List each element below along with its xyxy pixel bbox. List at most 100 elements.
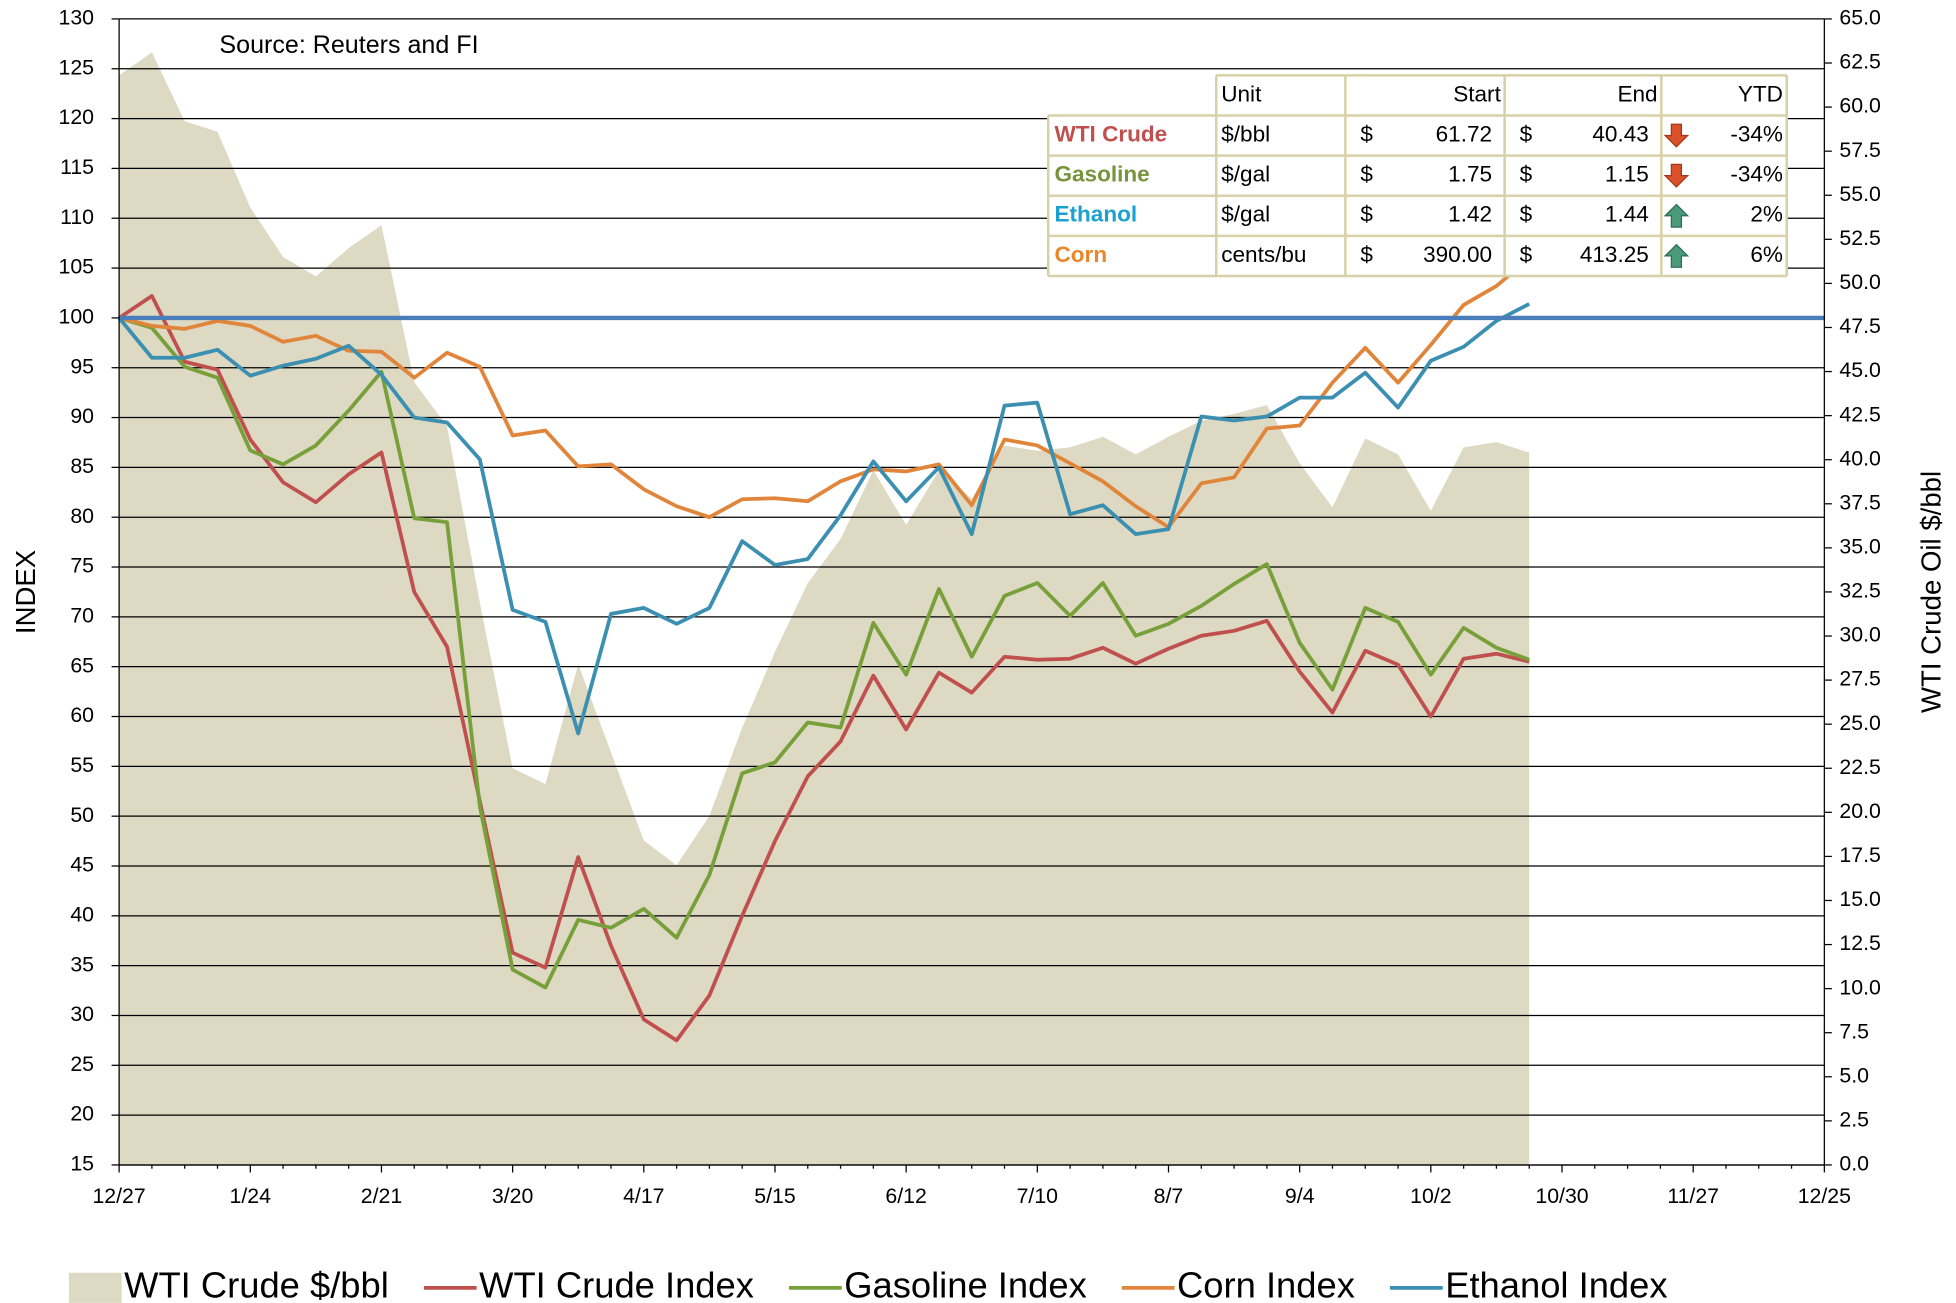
y2-tick-label: 35.0	[1839, 534, 1881, 558]
y-tick-label: 110	[60, 205, 94, 229]
y2-tick-label: 32.5	[1839, 579, 1880, 603]
y2-tick-label: 27.5	[1839, 667, 1880, 691]
table-header: Start	[1453, 81, 1501, 106]
area-layer	[119, 52, 1530, 1165]
row-currency: $	[1520, 202, 1533, 227]
arrow-down	[1663, 163, 1690, 188]
y-tick-label: 20	[70, 1102, 94, 1126]
line	[117, 302, 1531, 736]
x-tick-label: 12/27	[92, 1184, 145, 1208]
x-tick-label: 5/15	[754, 1184, 795, 1208]
table-header: YTD	[1738, 81, 1783, 106]
row-unit: $/bbl	[1221, 121, 1270, 146]
x-tick-label: 9/4	[1285, 1184, 1315, 1208]
y-axis-label: INDEX	[10, 550, 41, 634]
y2-tick-label: 7.5	[1839, 1019, 1869, 1043]
x-tick-label: 6/12	[885, 1184, 926, 1208]
y2-tick-label: 55.0	[1839, 182, 1881, 206]
y-tick-label: 25	[70, 1052, 94, 1076]
y-tick-label: 120	[58, 105, 94, 129]
y2-tick-label: 40.0	[1839, 446, 1881, 470]
y2-tick-label: 15.0	[1839, 887, 1881, 911]
y-tick-label: 35	[70, 952, 94, 976]
row-start: 390.00	[1423, 242, 1492, 267]
legend-swatch	[68, 1272, 122, 1303]
row-currency: $	[1520, 242, 1533, 267]
row-ytd: 6%	[1750, 242, 1783, 267]
row-start: 1.75	[1448, 162, 1492, 187]
y2-tick-label: 2.5	[1839, 1107, 1869, 1131]
y2-tick-label: 17.5	[1839, 843, 1880, 867]
y-tick-label: 30	[70, 1002, 94, 1026]
y2-tick-label: 30.0	[1839, 623, 1881, 647]
x-tick-label: 11/27	[1667, 1184, 1719, 1208]
y2-tick-label: 60.0	[1839, 94, 1881, 118]
table-header: End	[1617, 81, 1657, 106]
x-tick-label: 10/2	[1410, 1184, 1451, 1208]
row-ytd: -34%	[1730, 162, 1783, 187]
y-tick-label: 45	[70, 853, 94, 877]
x-tick-label: 3/20	[492, 1184, 534, 1208]
row-currency: $	[1360, 162, 1373, 187]
y2-tick-label: 57.5	[1839, 138, 1880, 162]
y2-tick-label: 37.5	[1839, 490, 1880, 514]
x-tick-label: 12/25	[1798, 1184, 1851, 1208]
y-tick-label: 65	[70, 653, 94, 677]
x-tick-label: 8/7	[1154, 1184, 1184, 1208]
arrow-down	[1663, 123, 1690, 148]
y2-tick-label: 10.0	[1839, 975, 1881, 999]
y2-tick-label: 20.0	[1839, 799, 1881, 823]
line	[118, 316, 1530, 990]
row-name: WTI Crude	[1054, 121, 1167, 146]
row-end: 40.43	[1592, 121, 1648, 146]
arrow-up	[1663, 203, 1690, 228]
y-tick-label: 125	[58, 55, 94, 79]
legend-label: Gasoline Index	[844, 1264, 1087, 1303]
table-bg	[1048, 75, 1787, 276]
y-tick-label: 90	[70, 404, 94, 428]
y2-tick-label: 65.0	[1839, 6, 1881, 30]
y-tick-label: 60	[70, 703, 94, 727]
arrow-up	[1663, 243, 1690, 268]
y-tick-label: 75	[70, 554, 94, 578]
annotation: Source: Reuters and FI	[219, 31, 478, 59]
y2-tick-label: 42.5	[1839, 402, 1880, 426]
row-end: 1.15	[1605, 162, 1649, 187]
row-name: Corn	[1054, 242, 1107, 267]
row-unit: $/gal	[1221, 202, 1270, 227]
row-currency: $	[1360, 202, 1373, 227]
x-tick-label: 2/21	[361, 1184, 402, 1208]
legend-label: Ethanol Index	[1445, 1264, 1667, 1303]
y-tick-label: 130	[58, 6, 94, 30]
y2-tick-label: 62.5	[1839, 50, 1880, 74]
row-unit: cents/bu	[1221, 242, 1306, 267]
y2-tick-label: 5.0	[1839, 1063, 1869, 1087]
y-tick-label: 55	[70, 753, 94, 777]
y2-axis-label: WTI Crude Oil $/bbl	[1916, 471, 1947, 713]
y2-tick-label: 47.5	[1839, 314, 1880, 338]
table-header: Unit	[1221, 81, 1262, 106]
y2-tick-label: 45.0	[1839, 358, 1881, 382]
x-tick-label: 10/30	[1535, 1184, 1588, 1208]
line-layer	[117, 256, 1825, 1043]
y2-tick-label: 0.0	[1839, 1152, 1869, 1176]
y-tick-label: 40	[70, 902, 94, 926]
x-tick-label: 1/24	[230, 1184, 272, 1208]
y2-tick-label: 50.0	[1839, 270, 1881, 294]
row-name: Ethanol	[1054, 202, 1137, 227]
y-tick-label: 105	[58, 255, 94, 279]
x-tick-label: 4/17	[623, 1184, 664, 1208]
y2-tick-label: 22.5	[1839, 755, 1880, 779]
y-tick-label: 100	[58, 305, 94, 329]
legend-label: Corn Index	[1177, 1264, 1355, 1303]
row-ytd: -34%	[1730, 121, 1783, 146]
row-start: 61.72	[1436, 121, 1492, 146]
row-start: 1.42	[1448, 202, 1492, 227]
y-tick-label: 115	[60, 155, 94, 179]
y-tick-label: 95	[70, 354, 94, 378]
y-tick-label: 70	[70, 603, 94, 627]
top-layer: 15 20 25 30 35 40 45 50 55 60 65 70 75 80 85 90 95 100 105…	[58, 6, 1881, 1303]
row-currency: $	[1520, 162, 1533, 187]
legend-label: WTI Crude $/bbl	[124, 1264, 389, 1303]
